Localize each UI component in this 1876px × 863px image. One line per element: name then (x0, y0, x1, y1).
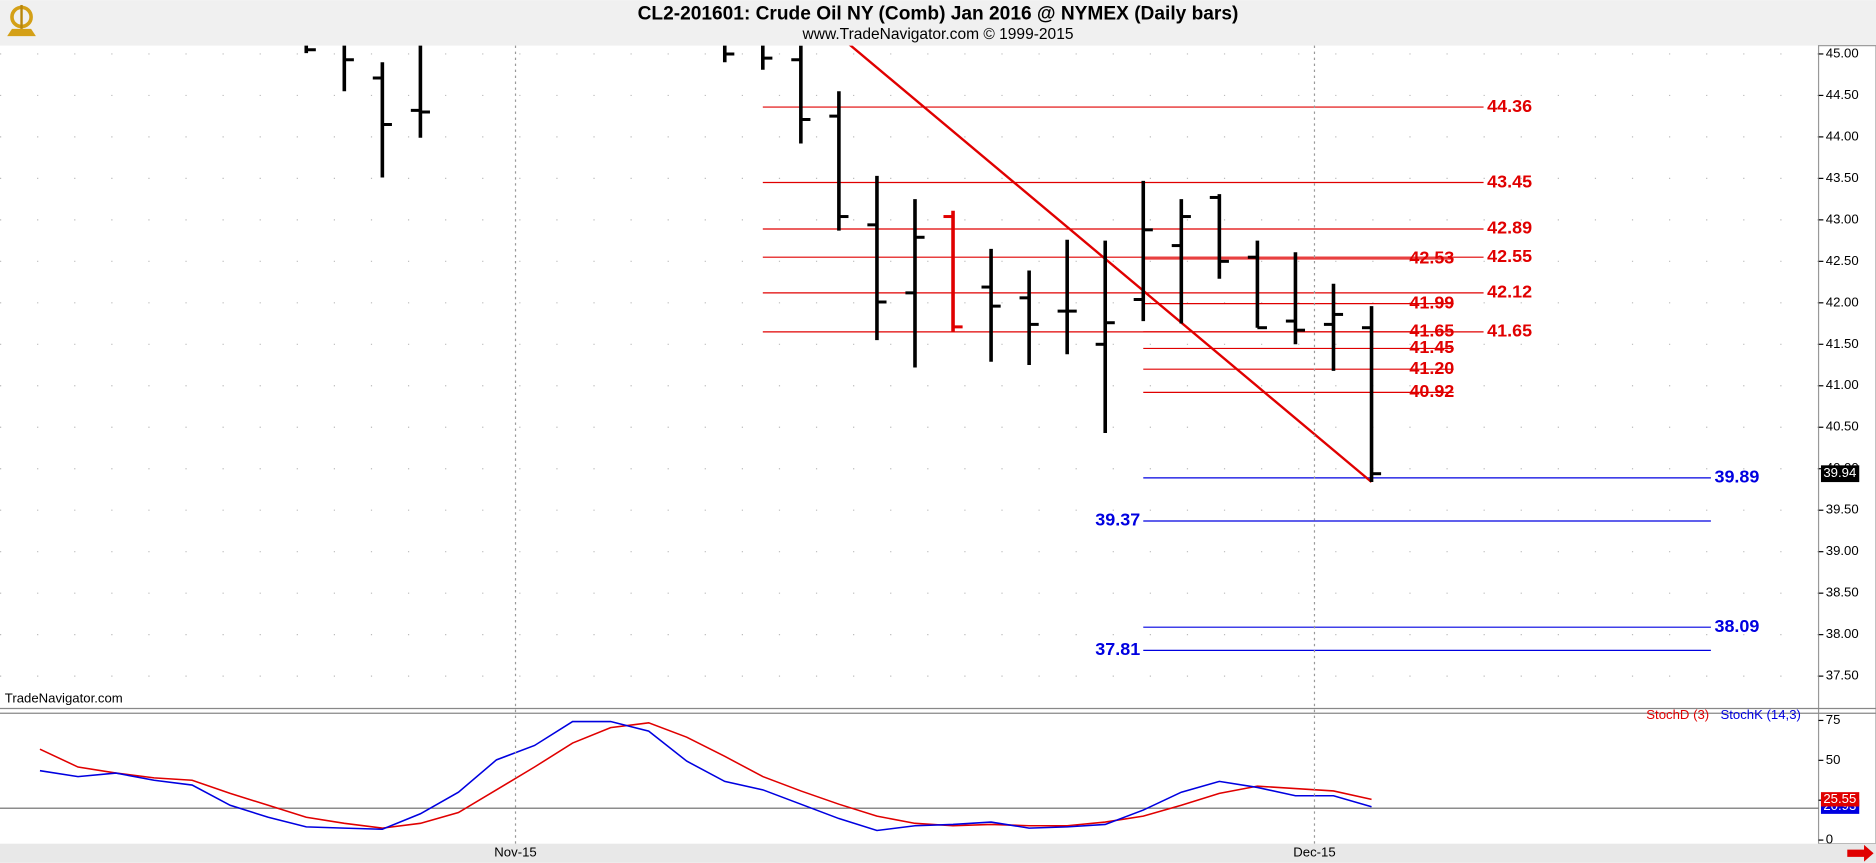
level-label: 42.12 (1487, 282, 1532, 302)
level-label: 39.89 (1714, 467, 1759, 487)
title-bar (0, 0, 1876, 46)
logo (7, 4, 36, 37)
stoch-line (39, 720, 1372, 832)
chart-subtitle: www.TradeNavigator.com © 1999-2015 (802, 26, 1074, 43)
y-tick-label: 44.00 (1826, 128, 1859, 143)
y-tick-label: 45.00 (1826, 45, 1859, 60)
y-tick-label: 37.50 (1826, 668, 1859, 683)
level-label: 40.92 (1409, 381, 1454, 401)
price-plot (0, 45, 1819, 677)
y-tick-label: 41.00 (1826, 377, 1859, 392)
stoch-y-tick-label: 75 (1826, 712, 1841, 727)
x-tick-label: Nov-15 (494, 845, 536, 860)
y-tick-label: 44.50 (1826, 87, 1859, 102)
level-label: 41.65 (1409, 321, 1454, 341)
y-tick-label: 39.00 (1826, 543, 1859, 558)
date-axis-bar (0, 843, 1876, 863)
level-label: 42.53 (1409, 248, 1454, 268)
last-price-label: 39.94 (1823, 465, 1856, 480)
level-label: 42.55 (1487, 246, 1532, 266)
y-tick-label: 41.50 (1826, 336, 1859, 351)
stoch-line (39, 722, 1372, 829)
watermark: TradeNavigator.com (5, 690, 123, 705)
level-label: 44.36 (1487, 96, 1532, 116)
overlay: 37.5038.0038.5039.0039.5040.0040.5041.00… (494, 45, 1860, 860)
stoch-y-tick-label: 50 (1826, 752, 1841, 767)
y-tick-label: 43.50 (1826, 170, 1859, 185)
level-label: 38.09 (1714, 616, 1759, 636)
level-label: 41.45 (1409, 337, 1454, 357)
last-price-tag (1820, 465, 1860, 483)
last-value-tag (1820, 792, 1860, 807)
price-axis-panel (1817, 45, 1876, 845)
stoch-y-tick-label: 0 (1826, 832, 1833, 847)
stoch-plot (0, 720, 1819, 832)
level-label: 37.81 (1095, 639, 1140, 659)
y-tick-label: 38.50 (1826, 585, 1859, 600)
level-label: 41.65 (1487, 321, 1532, 341)
level-label: 43.45 (1487, 171, 1532, 191)
level-label: 42.89 (1487, 218, 1532, 238)
level-label: 41.20 (1409, 358, 1454, 378)
y-tick-label: 42.00 (1826, 294, 1859, 309)
legend-entry: StochK (14,3) (1720, 707, 1800, 722)
x-tick-label: Dec-15 (1293, 845, 1335, 860)
y-tick-label: 38.00 (1826, 626, 1859, 641)
level-label: 41.99 (1409, 292, 1454, 312)
chart-title: CL2-201601: Crude Oil NY (Comb) Jan 2016… (638, 4, 1239, 25)
scroll-arrow[interactable] (1847, 844, 1874, 862)
legend-entry: StochD (3) (1646, 707, 1709, 722)
y-tick-label: 40.50 (1826, 419, 1859, 434)
y-tick-label: 43.00 (1826, 211, 1859, 226)
last-value-label: 25.55 (1823, 791, 1856, 806)
y-tick-label: 42.50 (1826, 253, 1859, 268)
level-label: 39.37 (1095, 510, 1140, 530)
y-tick-label: 39.50 (1826, 502, 1859, 517)
